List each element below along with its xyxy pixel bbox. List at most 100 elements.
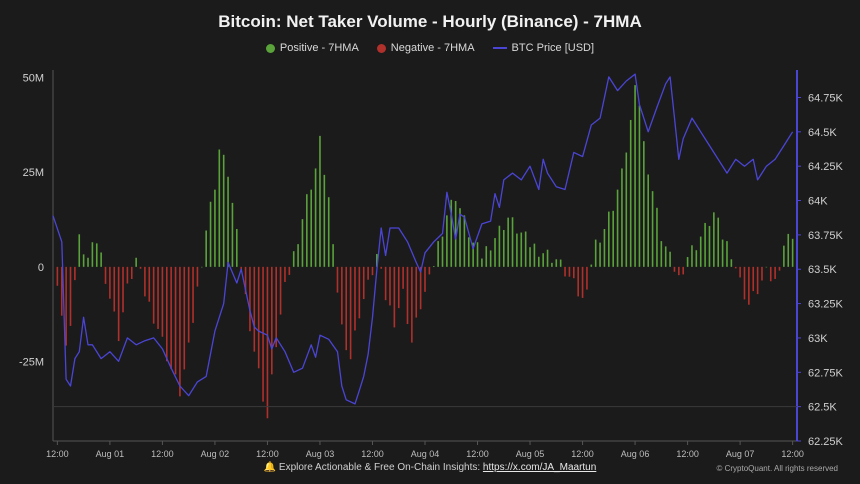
negative-bar bbox=[104, 266, 107, 284]
positive-bar bbox=[327, 197, 330, 267]
positive-bar bbox=[695, 250, 698, 267]
x-tick-label: Aug 04 bbox=[411, 449, 440, 459]
positive-bar bbox=[594, 239, 597, 267]
positive-bar bbox=[664, 246, 667, 267]
negative-bar bbox=[275, 266, 277, 348]
positive-bar bbox=[450, 199, 453, 267]
negative-bar bbox=[179, 266, 181, 397]
x-tick-label: 12:00 bbox=[46, 449, 69, 459]
positive-bar bbox=[726, 241, 728, 267]
positive-bar bbox=[332, 244, 334, 267]
negative-bar bbox=[165, 266, 168, 362]
positive-swatch bbox=[265, 43, 275, 53]
positive-bar bbox=[629, 119, 632, 267]
x-tick-label: Aug 06 bbox=[621, 449, 650, 459]
y-right-tick-label: 64.25K bbox=[808, 161, 844, 173]
negative-bar bbox=[752, 266, 755, 292]
negative-bar bbox=[183, 266, 186, 370]
y-right-tick-label: 64K bbox=[808, 196, 828, 208]
negative-bar bbox=[371, 266, 374, 276]
positive-bar bbox=[713, 212, 715, 267]
negative-swatch bbox=[376, 43, 386, 53]
negative-bar bbox=[769, 266, 772, 282]
positive-bar bbox=[590, 264, 593, 267]
positive-bar bbox=[214, 189, 216, 267]
positive-bar bbox=[529, 247, 531, 267]
btc-price-line bbox=[52, 73, 794, 405]
negative-bar bbox=[581, 266, 584, 298]
positive-bar bbox=[135, 257, 137, 267]
y-left-tick-label: -25M bbox=[19, 357, 44, 369]
positive-bar bbox=[717, 217, 720, 267]
positive-bar bbox=[489, 250, 492, 267]
positive-bar bbox=[660, 241, 663, 267]
negative-bar bbox=[358, 266, 361, 319]
negative-bar bbox=[384, 266, 387, 301]
negative-bar bbox=[734, 266, 737, 269]
positive-bar bbox=[454, 200, 457, 267]
x-tick-label: 12:00 bbox=[151, 449, 174, 459]
x-tick-label: 12:00 bbox=[256, 449, 279, 459]
chart-legend: Positive - 7HMA Negative - 7HMA BTC Pric… bbox=[0, 42, 860, 54]
negative-bar bbox=[187, 266, 190, 343]
positive-bar bbox=[87, 257, 89, 267]
y-right-tick-label: 63.25K bbox=[808, 299, 844, 311]
price-swatch bbox=[492, 47, 507, 49]
tick-labels: 50M 25M 0 -25M 64.75K 64.5K 64.25K 64K 63.75K 63.… bbox=[19, 73, 844, 459]
legend-item-negative[interactable]: Negative - 7HMA bbox=[376, 42, 475, 54]
positive-bar bbox=[612, 210, 614, 267]
negative-bar bbox=[170, 266, 172, 370]
negative-bar bbox=[341, 266, 343, 325]
negative-bar bbox=[152, 266, 155, 324]
x-tick-label: Aug 01 bbox=[96, 449, 125, 459]
positive-bar bbox=[691, 245, 693, 267]
negative-bar bbox=[196, 266, 199, 287]
positive-bar bbox=[621, 168, 623, 267]
y-left-tick-label: 0 bbox=[38, 262, 44, 274]
negative-bar bbox=[161, 266, 164, 337]
positive-bar bbox=[638, 105, 641, 267]
positive-bar bbox=[765, 266, 768, 268]
negative-bar bbox=[279, 266, 282, 315]
positive-bar bbox=[651, 191, 654, 267]
negative-bar bbox=[393, 266, 396, 328]
negative-bar bbox=[424, 266, 426, 292]
positive-bar bbox=[82, 254, 85, 267]
positive-bar bbox=[783, 245, 785, 267]
footer-text: Explore Actionable & Free On-Chain Insig… bbox=[278, 462, 481, 473]
negative-bar bbox=[406, 266, 409, 325]
volume-bars bbox=[56, 85, 794, 419]
negative-bar bbox=[65, 266, 67, 346]
negative-bar bbox=[148, 266, 151, 302]
negative-bar bbox=[69, 266, 72, 326]
legend-item-positive[interactable]: Positive - 7HMA bbox=[265, 42, 359, 54]
legend-label-negative: Negative - 7HMA bbox=[390, 42, 475, 54]
chart-axes bbox=[52, 70, 801, 445]
negative-bar bbox=[577, 266, 579, 297]
negative-bar bbox=[130, 266, 133, 279]
negative-bar bbox=[192, 266, 194, 323]
positive-bar bbox=[376, 253, 378, 267]
footer-link[interactable]: https://x.com/JA_Maartun bbox=[482, 462, 597, 473]
legend-item-price[interactable]: BTC Price [USD] bbox=[492, 42, 594, 54]
positive-bar bbox=[205, 230, 207, 267]
negative-bar bbox=[271, 266, 273, 375]
positive-bar bbox=[502, 230, 505, 267]
negative-bar bbox=[362, 266, 365, 300]
positive-bar bbox=[323, 174, 326, 267]
positive-bar bbox=[656, 207, 658, 267]
positive-bar bbox=[78, 234, 81, 267]
positive-bar bbox=[524, 231, 527, 267]
negative-bar bbox=[117, 266, 120, 342]
y-right-tick-label: 64.75K bbox=[808, 92, 844, 104]
negative-bar bbox=[415, 266, 418, 318]
y-right-tick-label: 64.5K bbox=[808, 127, 837, 139]
negative-bar bbox=[262, 266, 264, 402]
positive-bar bbox=[95, 243, 98, 267]
negative-bar bbox=[345, 266, 348, 351]
y-right-tick-label: 63.75K bbox=[808, 230, 844, 242]
negative-bar bbox=[389, 266, 391, 306]
positive-bar bbox=[91, 242, 94, 267]
x-tick-label: Aug 05 bbox=[516, 449, 545, 459]
positive-bar bbox=[730, 259, 733, 267]
